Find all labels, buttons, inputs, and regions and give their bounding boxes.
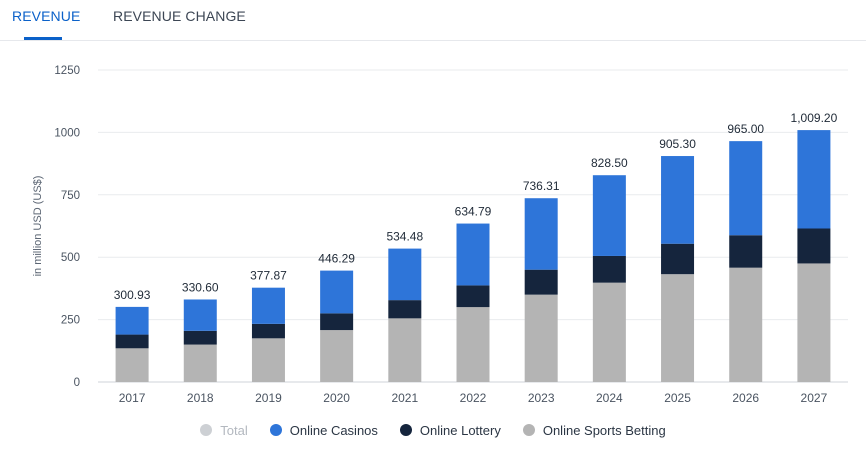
bar-online-lottery-2024 [592,255,626,283]
tab-revenue[interactable]: REVENUE [12,8,81,24]
bar-online-sports-betting-2017 [115,348,149,382]
y-tick-label-1250: 1250 [54,65,80,77]
bar-online-lottery-2027 [797,228,831,264]
bar-online-lottery-2026 [729,235,763,268]
legend-lottery-dot-icon [399,424,412,436]
legend-lottery-label: Online Lottery [419,422,501,438]
x-tick-label-2020: 2020 [323,391,350,405]
x-tick-label-2018: 2018 [187,391,214,405]
bar-online-casinos-2019 [251,287,285,324]
total-label-2017: 300.93 [114,288,151,302]
y-tick-label-1000: 1000 [54,127,80,139]
legend-total-label: Total [220,422,248,438]
x-tick-label-2024: 2024 [596,391,623,405]
y-tick-label-750: 750 [61,190,80,202]
total-label-2026: 965.00 [727,122,764,136]
legend-sports-dot-icon [522,424,535,436]
bar-online-casinos-2018 [183,299,217,331]
bar-online-sports-betting-2020 [320,330,354,382]
total-label-2027: 1,009.20 [791,111,838,125]
bar-online-sports-betting-2021 [388,318,422,382]
bar-online-sports-betting-2022 [456,307,490,382]
total-label-2019: 377.87 [250,269,287,283]
legend-total-dot-icon [200,424,213,436]
bar-online-lottery-2018 [183,330,217,345]
bar-online-lottery-2020 [320,313,354,331]
legend-item-online-sports-betting[interactable]: Online Sports Betting [522,422,666,438]
total-label-2018: 330.60 [182,280,219,294]
total-label-2024: 828.50 [591,156,628,170]
bar-online-sports-betting-2018 [183,344,217,382]
bar-online-casinos-2017 [115,306,149,335]
bar-online-sports-betting-2024 [592,282,626,382]
x-tick-label-2026: 2026 [732,391,759,405]
tab-revenue-change[interactable]: REVENUE CHANGE [113,8,246,24]
bar-online-lottery-2022 [456,285,490,308]
legend-item-online-casinos[interactable]: Online Casinos [269,422,378,438]
y-tick-label-250: 250 [61,315,80,327]
legend-casinos-label: Online Casinos [289,422,378,438]
legend-item-online-lottery[interactable]: Online Lottery [399,422,501,438]
bar-online-sports-betting-2026 [729,267,763,382]
bar-online-lottery-2025 [661,243,695,275]
legend-sports-label: Online Sports Betting [542,422,666,438]
bar-online-sports-betting-2019 [251,338,285,382]
x-tick-label-2019: 2019 [255,391,282,405]
x-tick-label-2027: 2027 [801,391,828,405]
total-label-2020: 446.29 [318,252,355,266]
bar-online-lottery-2023 [524,269,558,295]
bar-online-lottery-2019 [251,323,285,339]
legend-item-total[interactable]: Total [200,422,248,438]
bar-online-lottery-2021 [388,300,422,319]
total-label-2023: 736.31 [523,179,560,193]
tab-bar: REVENUE REVENUE CHANGE [0,0,866,41]
bar-online-casinos-2022 [456,223,490,286]
x-tick-label-2017: 2017 [119,391,146,405]
bar-online-casinos-2025 [661,156,695,244]
y-axis-label: in million USD (US$) [32,176,44,277]
bar-online-sports-betting-2025 [661,274,695,382]
x-tick-label-2025: 2025 [664,391,691,405]
x-tick-label-2023: 2023 [528,391,555,405]
legend-casinos-dot-icon [269,424,282,436]
bar-online-casinos-2024 [592,175,626,256]
bar-online-sports-betting-2027 [797,263,831,382]
bar-online-casinos-2021 [388,248,422,301]
bar-online-lottery-2017 [115,334,149,349]
bar-online-casinos-2027 [797,130,831,229]
total-label-2025: 905.30 [659,137,696,151]
total-label-2022: 634.79 [455,205,492,219]
bar-online-casinos-2023 [524,198,558,270]
active-tab-indicator [24,37,62,40]
bar-online-casinos-2026 [729,141,763,236]
stacked-bar-chart: in million USD (US$) 0 250 500 750 1000 1250 30… [32,65,848,405]
bar-online-sports-betting-2023 [524,294,558,382]
chart-legend: Total Online Casinos Online Lottery Onli… [0,420,866,440]
chart-panel: in million USD (US$) 0 250 500 750 1000 1250 30… [0,40,866,451]
bar-online-casinos-2020 [320,270,354,314]
x-tick-label-2022: 2022 [460,391,487,405]
total-label-2021: 534.48 [386,230,423,244]
y-tick-label-0: 0 [74,377,80,389]
x-tick-label-2021: 2021 [391,391,418,405]
y-tick-label-500: 500 [61,252,80,264]
